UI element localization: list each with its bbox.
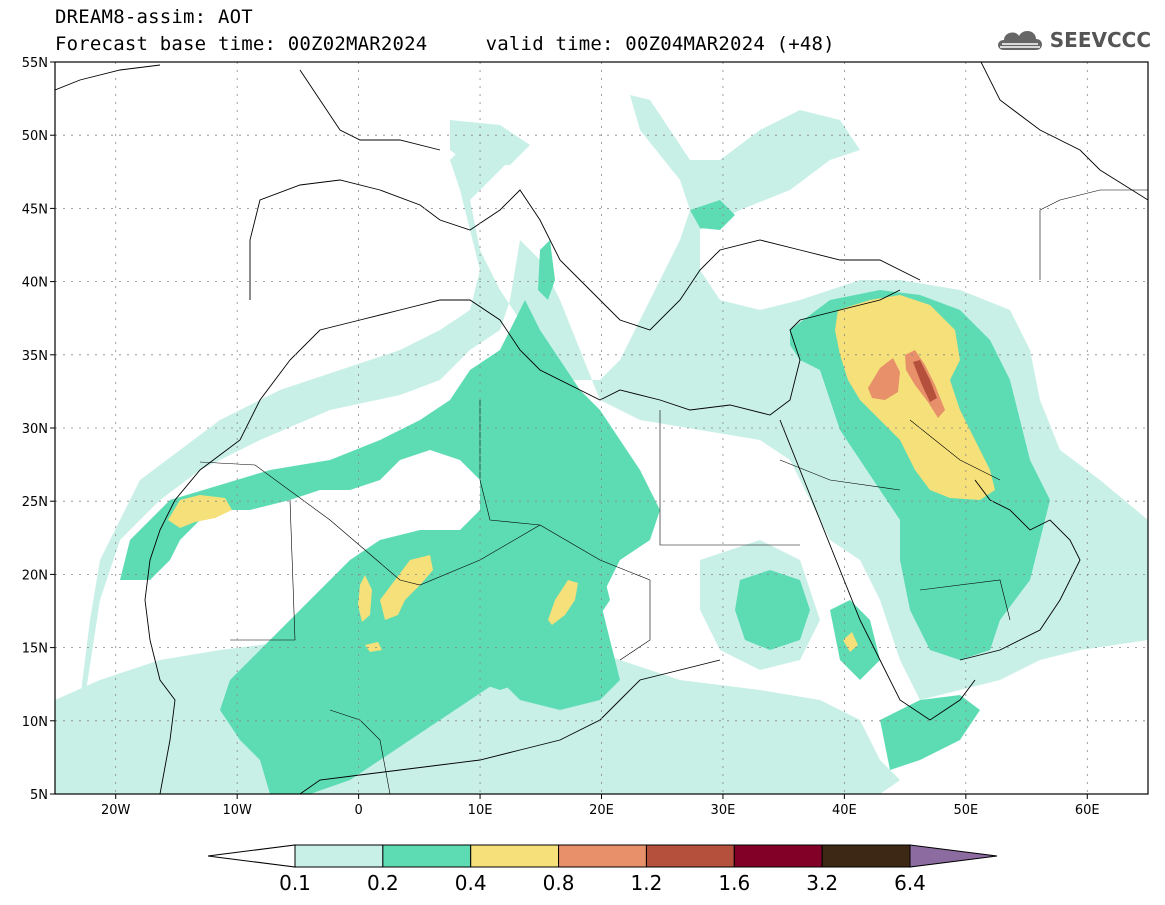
colorbar-segment bbox=[645, 844, 735, 868]
chart-title: DREAM8-assim: AOT bbox=[55, 6, 253, 28]
lon-tick-label: 0 bbox=[354, 803, 362, 818]
cloud-icon bbox=[997, 30, 1042, 50]
coastlines bbox=[55, 62, 1148, 794]
logo-text: SEEVCCC bbox=[1049, 28, 1151, 52]
lat-tick-label: 45N bbox=[22, 202, 48, 217]
lat-tick-label: 5N bbox=[30, 788, 48, 803]
colorbar: 0.1 0.2 0.4 0.8 1.2 1.6 3.2 6.4 bbox=[207, 844, 998, 895]
colorbar-segment bbox=[470, 844, 560, 868]
lat-tick-label: 30N bbox=[22, 422, 48, 437]
lon-tick-label: 30E bbox=[711, 803, 736, 818]
map-gridlines bbox=[55, 62, 1148, 794]
aot-level-1.2 bbox=[913, 360, 937, 402]
aot-level-0.4 bbox=[168, 295, 995, 652]
lat-tick-label: 10N bbox=[22, 715, 48, 730]
colorbar-segment bbox=[821, 844, 911, 868]
colorbar-segment bbox=[558, 844, 647, 868]
lat-tick-label: 15N bbox=[22, 642, 48, 657]
lon-tick-labels: 20W 10W 0 10E 20E 30E 40E 50E 60E bbox=[101, 794, 1100, 818]
colorbar-label: 0.8 bbox=[543, 871, 575, 895]
colorbar-segment bbox=[294, 844, 384, 868]
chart-subtitle: Forecast base time: 00Z02MAR2024 valid t… bbox=[55, 33, 835, 55]
colorbar-label: 1.6 bbox=[718, 871, 750, 895]
colorbar-label: 0.4 bbox=[455, 871, 487, 895]
lon-tick-label: 10E bbox=[468, 803, 493, 818]
lat-tick-label: 25N bbox=[22, 495, 48, 510]
colorbar-label: 0.2 bbox=[367, 871, 399, 895]
country-borders bbox=[199, 189, 1148, 794]
colorbar-segment bbox=[207, 844, 296, 868]
lat-tick-label: 35N bbox=[22, 349, 48, 364]
lat-tick-labels: 5N 10N 15N 20N 25N 30N 35N 40N 45N 50N 55N bbox=[22, 56, 55, 803]
colorbar-segment bbox=[733, 844, 823, 868]
colorbar-label: 3.2 bbox=[806, 871, 838, 895]
colorbar-label: 1.2 bbox=[631, 871, 663, 895]
lat-tick-label: 20N bbox=[22, 568, 48, 583]
lat-tick-label: 50N bbox=[22, 129, 48, 144]
seevccc-logo: SEEVCCC bbox=[994, 24, 1151, 56]
lon-tick-label: 50E bbox=[953, 803, 978, 818]
lon-tick-label: 20W bbox=[101, 803, 131, 818]
colorbar-label: 6.4 bbox=[894, 871, 926, 895]
lat-tick-label: 55N bbox=[22, 56, 48, 71]
lat-tick-label: 40N bbox=[22, 276, 48, 291]
lon-tick-label: 20E bbox=[589, 803, 614, 818]
lon-tick-label: 60E bbox=[1075, 803, 1100, 818]
colorbar-segment bbox=[382, 844, 472, 868]
lon-tick-label: 10W bbox=[222, 803, 252, 818]
colorbar-label: 0.1 bbox=[279, 871, 311, 895]
colorbar-segment bbox=[909, 844, 998, 868]
aot-field bbox=[55, 62, 1148, 794]
lon-tick-label: 40E bbox=[832, 803, 857, 818]
